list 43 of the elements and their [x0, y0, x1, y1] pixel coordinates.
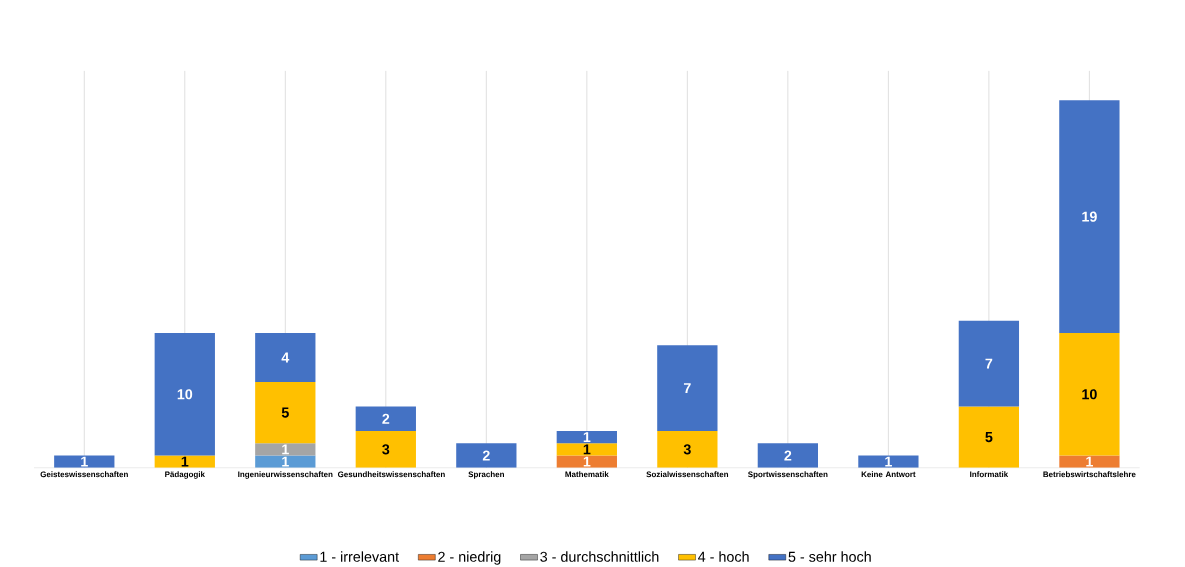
bar [355, 406, 416, 431]
bar [255, 381, 316, 444]
data-label: 1 [583, 444, 591, 455]
bar [757, 443, 819, 468]
bar [1059, 100, 1120, 333]
data-label: 2 [382, 413, 390, 424]
data-label: 3 [683, 444, 691, 455]
data-label: 1 [885, 456, 892, 467]
data-label: 2 [784, 450, 792, 461]
bar [556, 430, 617, 444]
data-label: 7 [985, 358, 993, 369]
bar [456, 443, 517, 468]
data-label: 10 [177, 389, 193, 400]
bar [255, 332, 316, 382]
bar [1059, 332, 1120, 456]
legend-label: 3 - durchschnittlich [540, 551, 659, 562]
legend-label: 1 - irrelevant [320, 551, 399, 562]
bar [657, 430, 718, 468]
data-label: 19 [1082, 211, 1097, 222]
data-label: 5 [985, 432, 993, 443]
data-label: 1 [81, 456, 88, 467]
bar [657, 345, 718, 431]
bar [154, 332, 215, 456]
data-label: 1 [282, 444, 289, 455]
data-label: 2 [482, 450, 490, 461]
legend-label: 5 - sehr hoch [788, 551, 871, 562]
data-label: 1 [1086, 456, 1093, 467]
data-label: 1 [583, 456, 591, 467]
bar [556, 443, 617, 456]
data-label: 3 [382, 444, 390, 455]
legend-label: 4 - hoch [698, 551, 749, 562]
legend-label: 2 - niedrig [438, 551, 501, 565]
data-label: 10 [1082, 389, 1097, 400]
data-label: 1 [181, 456, 189, 467]
bar [355, 430, 416, 468]
data-label: 7 [683, 383, 691, 393]
data-label: 4 [281, 352, 290, 363]
bar [958, 406, 1020, 468]
data-label: 1 [583, 432, 591, 442]
data-label: 5 [281, 407, 289, 418]
data-label: 1 [282, 456, 289, 467]
bar [255, 443, 316, 456]
bar [958, 320, 1020, 407]
